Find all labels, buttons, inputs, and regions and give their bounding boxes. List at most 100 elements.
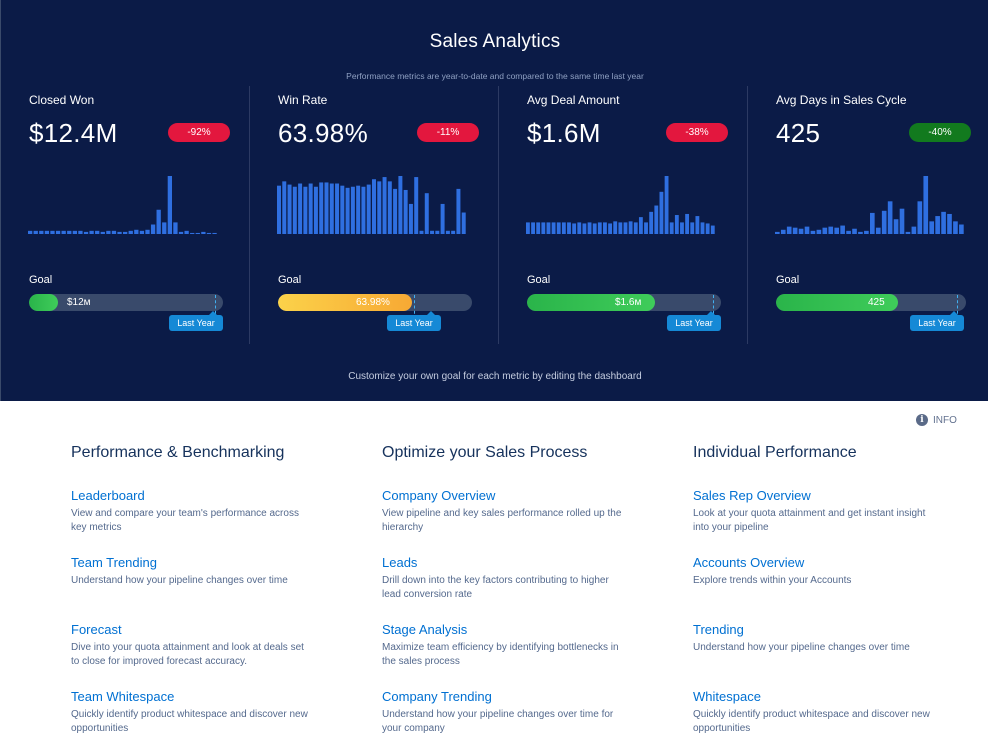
sparkline-chart: [526, 176, 715, 234]
link-description: Quickly identify product whitespace and …: [693, 709, 930, 734]
section-heading: Optimize your Sales Process: [382, 444, 588, 461]
section-performance-benchmarking: Performance & Benchmarking Leaderboard V…: [71, 444, 341, 736]
sparkline-bar: [440, 203, 445, 234]
sparkline-bar: [887, 201, 893, 234]
sparkline-bar: [780, 229, 786, 234]
sparkline-bar: [408, 203, 413, 234]
sparkline-bar: [298, 183, 303, 234]
sparkline-bar: [905, 231, 911, 234]
sparkline-bar: [162, 222, 167, 234]
sparkline-bar: [690, 222, 695, 234]
sparkline-bar: [292, 186, 297, 234]
metric-value: 425: [776, 118, 821, 148]
sparkline-bar: [929, 221, 935, 234]
metric-value: 63.98%: [278, 118, 368, 148]
sparkline-bar: [382, 177, 387, 234]
link-item: Team Whitespace Quickly identify product…: [71, 689, 341, 736]
sparkline-bar: [387, 181, 392, 234]
sparkline-bar: [551, 222, 556, 234]
sparkline-bar: [608, 223, 612, 234]
sparkline-bar: [858, 231, 863, 234]
info-button[interactable]: i INFO: [916, 414, 957, 426]
sparkline-bar: [212, 232, 217, 234]
sparkline-bar: [150, 224, 156, 234]
link-description: Understand how your pipeline changes ove…: [382, 709, 614, 734]
sparkline-bar: [852, 228, 857, 234]
sparkline-bar: [72, 230, 77, 234]
link-item: Forecast Dive into your quota attainment…: [71, 622, 341, 689]
link-description: Look at your quota attainment and get in…: [693, 508, 926, 533]
sparkline-bar: [623, 222, 628, 234]
sales-rep-overview-link[interactable]: Sales Rep Overview: [693, 488, 811, 503]
metric-avg-days-sales-cycle[interactable]: Avg Days in Sales Cycle 425 -40% Goal 42…: [747, 86, 988, 344]
goal-progress-bar: $12м: [29, 294, 223, 311]
last-year-marker: [713, 295, 714, 319]
sparkline-bar: [613, 221, 618, 234]
link-description: View pipeline and key sales performance …: [382, 508, 622, 533]
sparkline-bar: [201, 231, 206, 234]
link-description: Maximize team efficiency by identifying …: [382, 642, 619, 667]
trending-link[interactable]: Trending: [693, 622, 744, 637]
sparkline-bar: [947, 213, 952, 234]
sparkline-bar: [345, 187, 350, 234]
sparkline-bar: [649, 211, 654, 234]
sparkline-bar: [195, 232, 200, 234]
info-label: INFO: [933, 414, 957, 426]
link-item: Trending Understand how your pipeline ch…: [693, 622, 963, 689]
goal-label: Goal: [29, 274, 53, 286]
sparkline-chart: [277, 176, 466, 234]
link-description: Understand how your pipeline changes ove…: [693, 642, 910, 653]
sparkline-bar: [145, 229, 150, 234]
sparkline-bar: [414, 177, 419, 234]
company-trending-link[interactable]: Company Trending: [382, 689, 492, 704]
sparkline-bar: [846, 230, 851, 234]
leads-link[interactable]: Leads: [382, 555, 418, 570]
stage-analysis-link[interactable]: Stage Analysis: [382, 622, 468, 637]
goal-value: 63.98%: [356, 297, 390, 308]
last-year-marker: [414, 295, 415, 319]
leaderboard-link[interactable]: Leaderboard: [71, 488, 145, 503]
sparkline-bar: [184, 230, 189, 234]
sparkline-bar: [810, 230, 816, 234]
goal-progress-fill: [278, 294, 412, 311]
section-optimize-sales-process: Optimize your Sales Process Company Over…: [382, 444, 652, 736]
sparkline-bar: [959, 224, 964, 234]
sparkline-bar: [39, 230, 44, 234]
sparkline-bar: [669, 222, 674, 234]
change-badge: -92%: [168, 123, 230, 142]
team-trending-link[interactable]: Team Trending: [71, 555, 157, 570]
whitespace-link[interactable]: Whitespace: [693, 689, 761, 704]
link-item: Leaderboard View and compare your team's…: [71, 488, 341, 555]
sparkline-bar: [361, 186, 366, 234]
metric-win-rate[interactable]: Win Rate 63.98% -11% Goal 63.98% Last Ye…: [249, 86, 498, 344]
sparkline-bar: [685, 213, 690, 234]
sparkline-bar: [582, 223, 587, 234]
change-badge: -40%: [909, 123, 971, 142]
sparkline-bar: [308, 183, 313, 234]
metric-avg-deal-amount[interactable]: Avg Deal Amount $1.6M -38% Goal $1.6м La…: [498, 86, 747, 344]
link-item: Accounts Overview Explore trends within …: [693, 555, 963, 622]
team-whitespace-link[interactable]: Team Whitespace: [71, 689, 175, 704]
sparkline-bar: [923, 176, 929, 234]
sparkline-bar: [695, 216, 700, 234]
forecast-link[interactable]: Forecast: [71, 622, 122, 637]
company-overview-link[interactable]: Company Overview: [382, 488, 496, 503]
sparkline-bar: [451, 230, 456, 234]
goal-progress-fill: [776, 294, 898, 311]
sparkline-bar: [705, 223, 710, 234]
sparkline-bar: [78, 230, 83, 234]
accounts-overview-link[interactable]: Accounts Overview: [693, 555, 805, 570]
metric-closed-won[interactable]: Closed Won $12.4M -92% Goal $12м Last Ye…: [1, 86, 250, 344]
sparkline-bar: [864, 230, 869, 234]
sparkline-bar: [804, 226, 810, 234]
sparkline-bar: [597, 222, 602, 234]
sparkline-chart: [775, 176, 964, 234]
goal-progress-fill: [527, 294, 655, 311]
sparkline-bar: [287, 184, 292, 234]
sparkline-bar: [461, 212, 466, 234]
metric-label: Avg Days in Sales Cycle: [776, 93, 907, 107]
sparkline-bar: [33, 230, 38, 234]
section-individual-performance: Individual Performance Sales Rep Overvie…: [693, 444, 963, 736]
goal-progress-bar: 63.98%: [278, 294, 472, 311]
last-year-tag: Last Year: [910, 311, 964, 331]
